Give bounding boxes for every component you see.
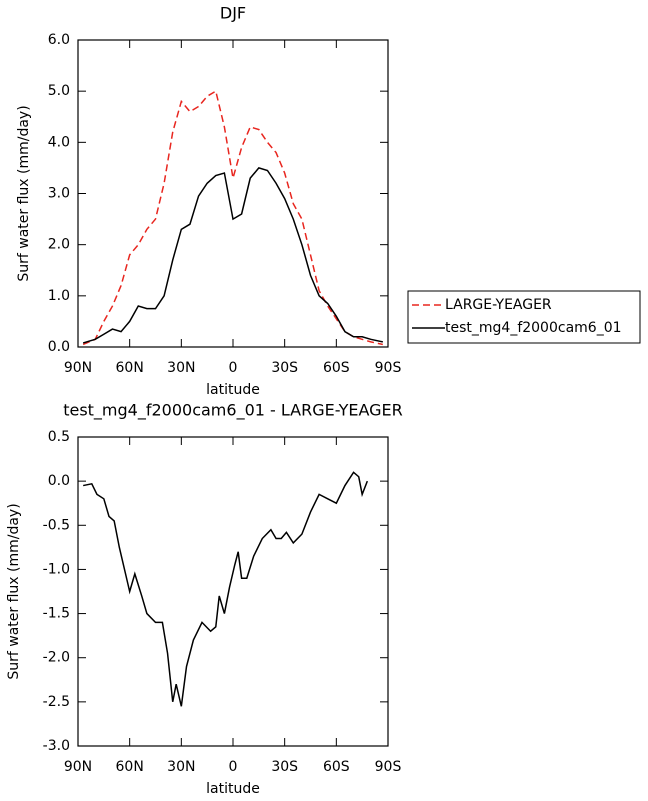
x-tick-label: 60S — [323, 360, 350, 376]
x-tick-label: 60N — [116, 759, 144, 775]
x-tick-label: 90N — [64, 759, 92, 775]
data-line — [83, 471, 369, 707]
y-tick-label: 6.0 — [48, 32, 70, 48]
x-tick-label: 90S — [375, 759, 402, 775]
x-tick-label: 0 — [229, 759, 238, 775]
plot-frame — [77, 436, 389, 747]
x-tick-label: 60N — [116, 360, 144, 376]
legend-box — [407, 290, 641, 344]
y-tick-label: 0.5 — [48, 429, 70, 445]
y-axis-label: Surf water flux (mm/day) — [6, 503, 22, 679]
x-tick-label: 90S — [375, 360, 402, 376]
plot-frame — [77, 39, 389, 348]
x-tick-label: 30S — [271, 360, 298, 376]
x-tick-label: 30N — [167, 759, 195, 775]
y-tick-label: 0.0 — [48, 473, 70, 489]
data-line — [82, 167, 383, 344]
legend-label: test_mg4_f2000cam6_01 — [445, 320, 622, 336]
y-tick-label: 2.0 — [48, 237, 70, 253]
y-tick-label: 0.0 — [48, 339, 70, 355]
x-tick-label: 90N — [64, 360, 92, 376]
y-tick-label: -2.5 — [43, 694, 70, 710]
legend-label: LARGE-YEAGER — [445, 297, 552, 313]
x-axis-label: latitude — [206, 382, 260, 398]
y-tick-label: -1.0 — [43, 561, 70, 577]
y-tick-label: 4.0 — [48, 134, 70, 150]
x-tick-label: 30N — [167, 360, 195, 376]
y-tick-label: 3.0 — [48, 186, 70, 202]
x-axis-label: latitude — [206, 781, 260, 797]
x-tick-label: 60S — [323, 759, 350, 775]
data-line — [82, 90, 383, 346]
y-tick-label: -1.5 — [43, 606, 70, 622]
y-tick-label: -0.5 — [43, 517, 70, 533]
chart-title: DJF — [220, 4, 246, 23]
x-tick-label: 0 — [229, 360, 238, 376]
y-tick-label: 1.0 — [48, 288, 70, 304]
y-tick-label: -3.0 — [43, 738, 70, 754]
x-tick-label: 30S — [271, 759, 298, 775]
chart-title: test_mg4_f2000cam6_01 - LARGE-YEAGER — [63, 401, 403, 421]
y-axis-label: Surf water flux (mm/day) — [16, 105, 32, 281]
y-tick-label: -2.0 — [43, 650, 70, 666]
y-tick-label: 5.0 — [48, 83, 70, 99]
